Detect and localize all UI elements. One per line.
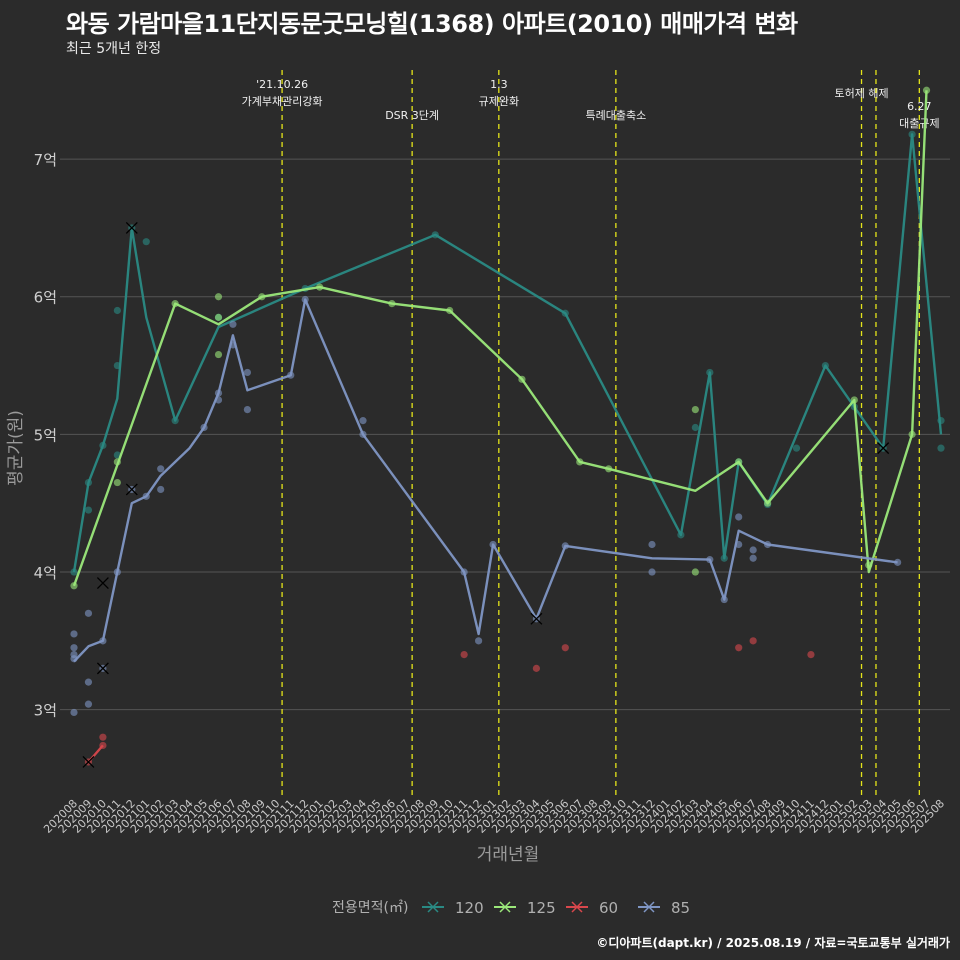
- data-point: [807, 651, 815, 659]
- legend-label: 125: [527, 899, 556, 917]
- data-point: [99, 733, 107, 741]
- cross-marker: [96, 577, 109, 589]
- event-label: '21.10.26: [256, 78, 308, 91]
- data-point: [532, 664, 541, 672]
- event-label: 토허제 해제: [834, 86, 888, 100]
- data-point: [749, 554, 757, 562]
- event-label: 가계부채관리강화: [242, 95, 323, 108]
- data-point: [70, 630, 78, 638]
- data-point: [561, 644, 569, 652]
- legend-item-85: 85: [638, 899, 690, 917]
- series-85: [70, 295, 902, 717]
- legend-label: 60: [599, 899, 618, 917]
- data-point: [113, 306, 121, 315]
- data-point: [460, 651, 468, 659]
- event-label: 1.3: [490, 78, 508, 91]
- data-point: [691, 568, 699, 576]
- cross-marker: [82, 756, 95, 768]
- data-point: [648, 540, 656, 549]
- cross-marker: [96, 662, 109, 675]
- chart-subtitle: 최근 5개년 한정: [66, 41, 162, 57]
- data-point: [691, 423, 699, 432]
- event-label: 특례대출축소: [586, 109, 647, 122]
- data-point: [70, 568, 78, 576]
- x-axis-label: 거래년월: [477, 845, 540, 865]
- data-point: [84, 506, 93, 514]
- data-point: [214, 313, 223, 321]
- event-label: 규제완화: [479, 95, 519, 108]
- legend-label: 85: [671, 899, 690, 917]
- cross-marker: [530, 612, 543, 625]
- data-point: [735, 513, 743, 521]
- data-point: [749, 546, 757, 554]
- data-point: [749, 637, 757, 645]
- x-tick-labels: 2020082020092020102020112020122021012021…: [41, 797, 947, 836]
- legend-label: 120: [455, 899, 484, 917]
- data-point: [359, 417, 367, 425]
- footer-credit: ©디아파트(dapt.kr) / 2025.08.19 / 자료=국토교통부 실…: [596, 936, 950, 950]
- series-line: [72, 90, 928, 587]
- data-point: [84, 700, 93, 708]
- series-60: [82, 637, 815, 768]
- data-point: [113, 478, 121, 487]
- cross-marker: [125, 483, 138, 496]
- data-point: [229, 320, 237, 328]
- legend-swatch-marker: [427, 901, 439, 913]
- series-layer: [70, 86, 945, 768]
- legend-item-125: 125: [494, 899, 556, 917]
- series-120: [70, 130, 945, 589]
- event-label: DSR 3단계: [385, 109, 439, 122]
- legend-swatch-marker: [643, 901, 655, 913]
- cross-marker: [125, 221, 138, 234]
- data-point: [157, 465, 165, 473]
- data-point: [70, 708, 78, 717]
- data-point: [648, 568, 656, 576]
- event-label: 대출규제: [899, 117, 939, 130]
- chart-title: 와동 가람마을11단지동문굿모닝힐(1368) 아파트(2010) 매매가격 변…: [66, 10, 798, 38]
- data-point: [70, 644, 78, 652]
- legend-title: 전용면적(㎡): [332, 900, 408, 916]
- series-125: [70, 86, 931, 590]
- y-axis-label: 평균가(원): [6, 410, 26, 486]
- legend-item-120: 120: [422, 899, 484, 917]
- cross-marker: [877, 442, 890, 455]
- legend-item-60: 60: [566, 899, 618, 917]
- data-point: [243, 368, 251, 377]
- y-tick-label: 3억: [34, 702, 57, 720]
- data-point: [214, 293, 223, 301]
- y-tick-label: 4억: [34, 564, 57, 582]
- data-point: [84, 609, 93, 617]
- data-point: [243, 406, 251, 414]
- data-point: [735, 644, 743, 652]
- series-line: [73, 298, 898, 663]
- legend: 전용면적(㎡) 120 125 60 85: [332, 899, 690, 917]
- y-tick-label: 7억: [34, 151, 57, 169]
- data-point: [142, 238, 150, 246]
- series-line: [72, 133, 943, 573]
- y-tick-label: 6억: [34, 289, 57, 307]
- data-point: [922, 86, 931, 94]
- legend-swatch-marker: [499, 901, 511, 913]
- grid-lines: [60, 158, 950, 711]
- y-tick-labels: 3억 4억 5억 6억 7억: [34, 151, 57, 720]
- data-point: [894, 558, 902, 566]
- data-point: [475, 637, 483, 645]
- event-label: 6.27: [907, 100, 932, 113]
- data-point: [157, 485, 165, 494]
- y-tick-label: 5억: [34, 426, 57, 444]
- data-point: [691, 406, 699, 414]
- data-point: [937, 444, 945, 452]
- data-point: [792, 444, 801, 452]
- data-point: [214, 350, 223, 359]
- legend-swatch-marker: [571, 901, 583, 913]
- data-point: [84, 678, 93, 686]
